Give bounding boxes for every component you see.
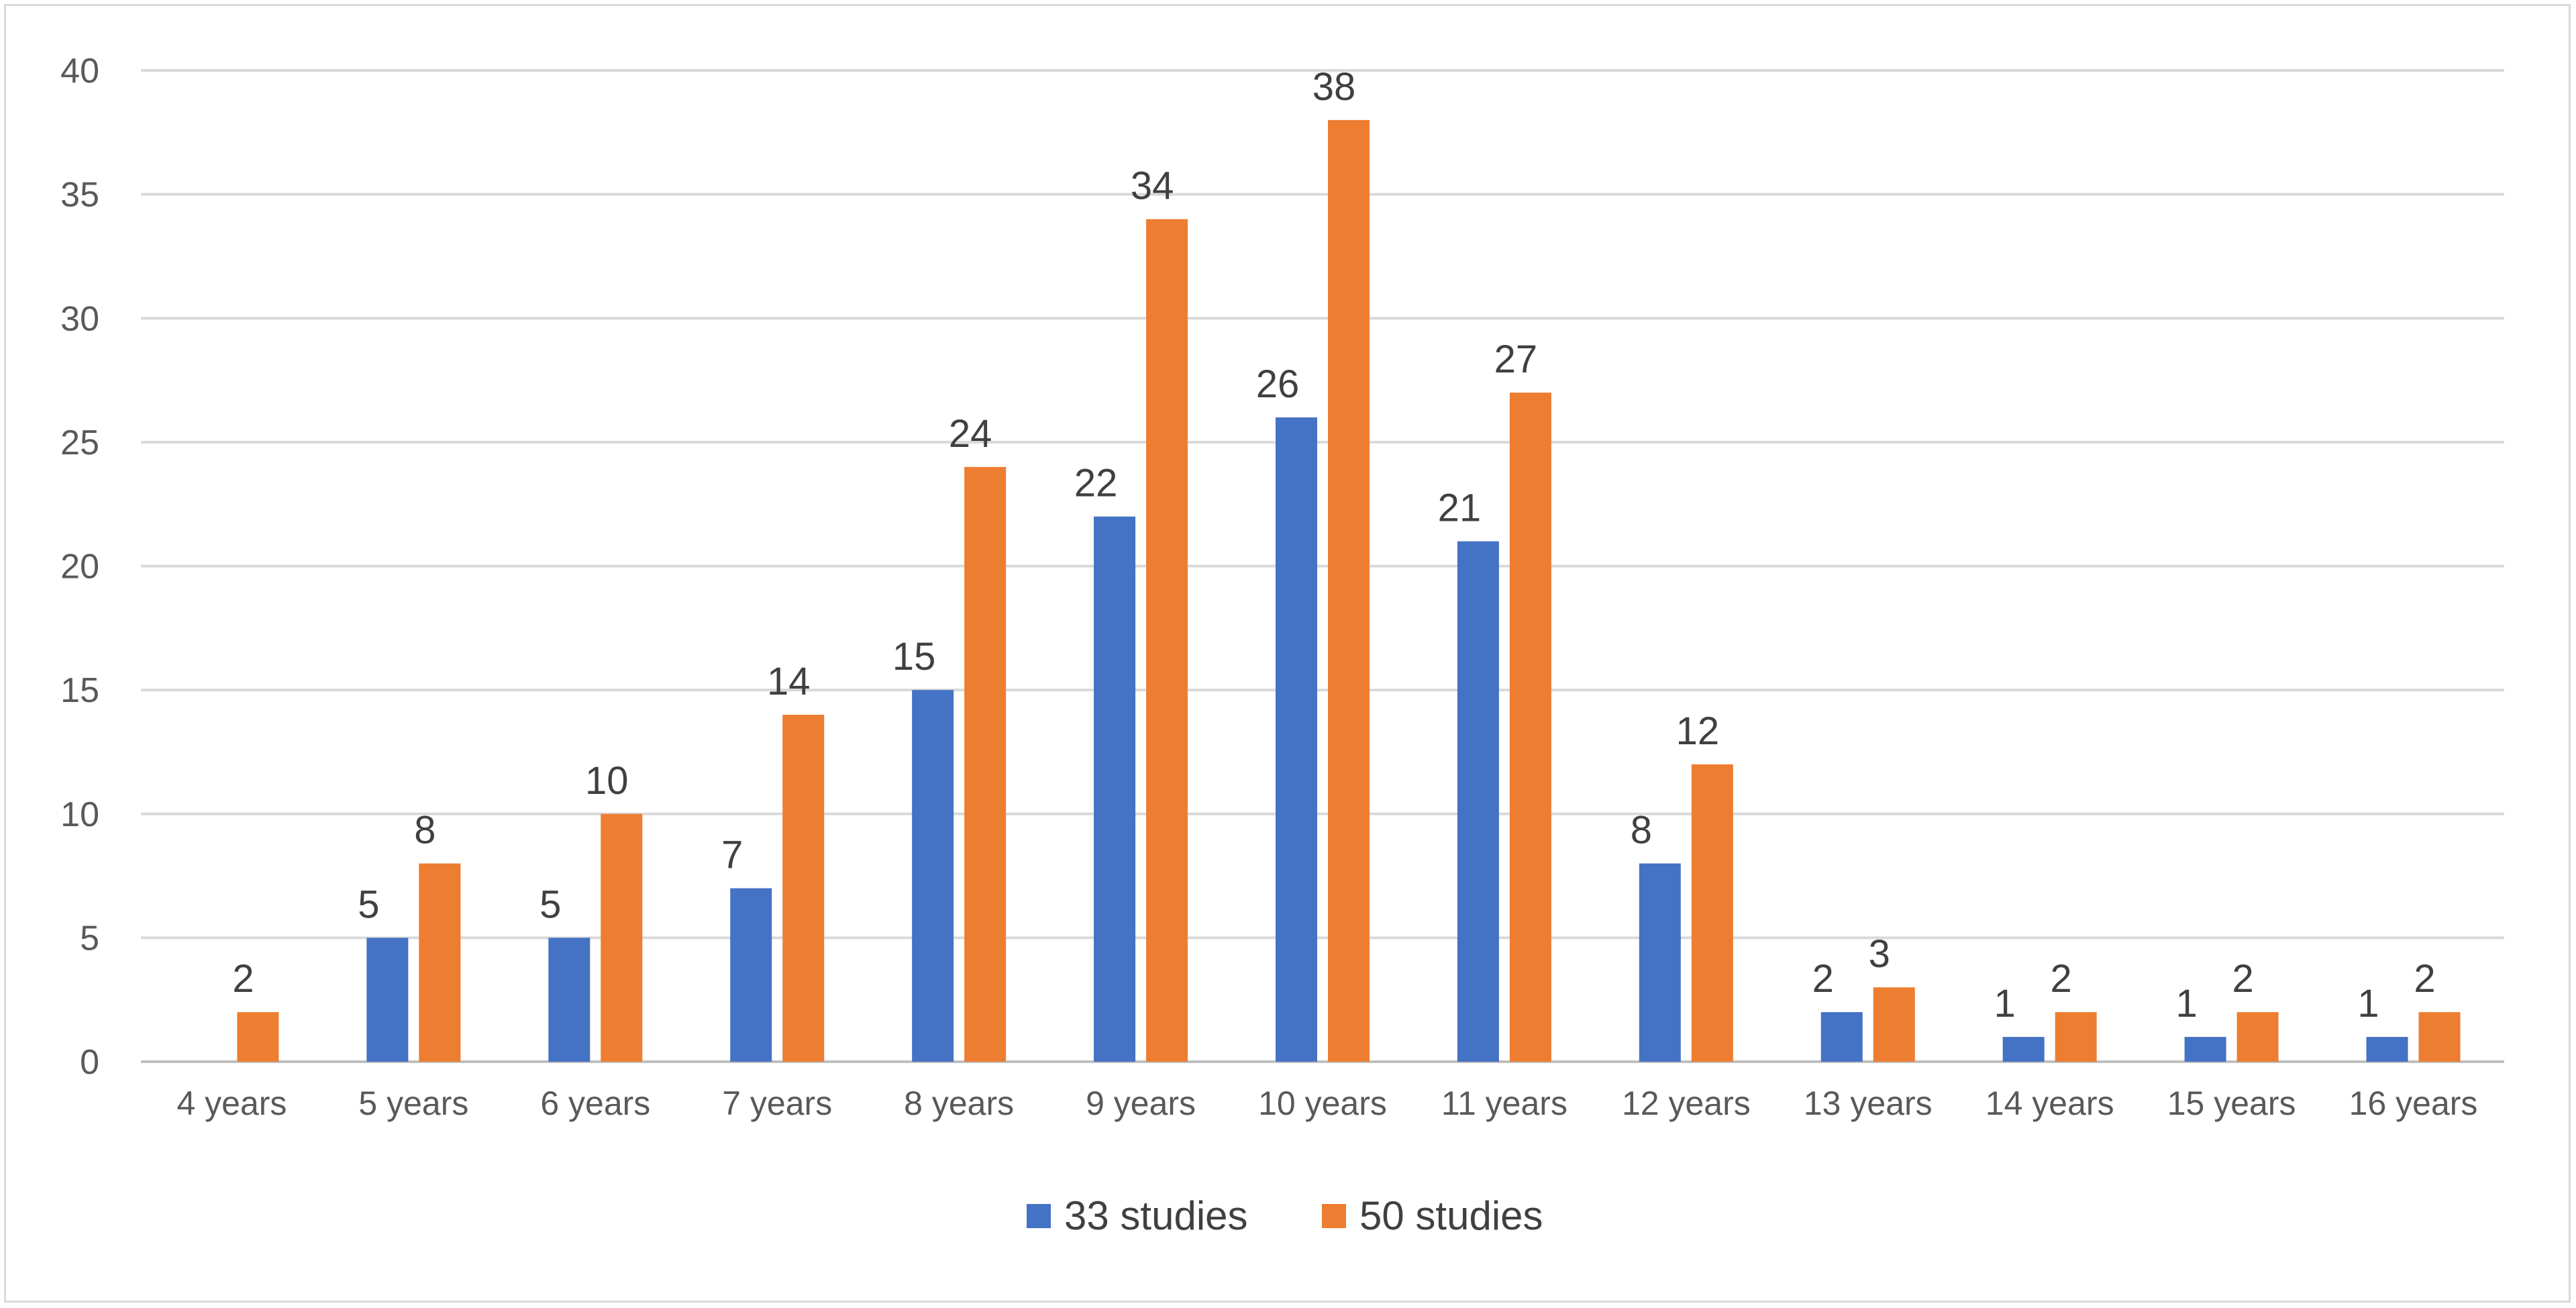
- bar-series-2: [419, 863, 461, 1062]
- bar-series-1: [548, 938, 590, 1062]
- y-tick-label: 35: [60, 176, 99, 215]
- data-label: 1: [2175, 982, 2197, 1025]
- data-label: 38: [1312, 65, 1356, 109]
- data-label: 34: [1131, 164, 1174, 208]
- x-tick-label: 15 years: [2167, 1085, 2296, 1122]
- bar-series-2: [2055, 1012, 2097, 1062]
- bar-series-2: [1873, 987, 1915, 1062]
- gridlines: [141, 69, 2504, 1063]
- bar-series-1: [2184, 1037, 2226, 1062]
- bar-series-1: [2366, 1037, 2408, 1062]
- x-tick-label: 12 years: [1622, 1085, 1751, 1122]
- bar-series-1: [2002, 1037, 2045, 1062]
- bar-series-1: [912, 690, 954, 1062]
- x-tick-label: 5 years: [358, 1085, 468, 1122]
- data-label: 7: [721, 834, 743, 877]
- x-tick-label: 4 years: [176, 1085, 287, 1122]
- bar-series-1: [1639, 863, 1681, 1062]
- y-tick-label: 30: [60, 299, 99, 338]
- data-label: 24: [949, 412, 992, 456]
- bar-series-1: [1276, 417, 1317, 1062]
- data-label: 14: [767, 660, 811, 703]
- data-label: 2: [1812, 957, 1834, 1001]
- x-tick-label: 16 years: [2349, 1085, 2478, 1122]
- y-tick-label: 0: [80, 1043, 99, 1082]
- data-label: 2: [2051, 957, 2072, 1001]
- x-tick-label: 9 years: [1086, 1085, 1196, 1122]
- data-label: 21: [1438, 487, 1482, 530]
- x-tick-label: 8 years: [904, 1085, 1014, 1122]
- bar-series-2: [782, 715, 825, 1062]
- data-label: 2: [232, 957, 254, 1001]
- data-label: 27: [1494, 338, 1538, 381]
- data-label: 15: [892, 635, 936, 678]
- data-label: 8: [414, 809, 435, 852]
- bar-series-2: [2236, 1012, 2279, 1062]
- y-tick-label: 5: [80, 919, 99, 958]
- data-label: 10: [585, 759, 629, 803]
- bar-series-2: [601, 813, 643, 1062]
- data-label: 1: [2357, 982, 2379, 1025]
- bar-series-2: [1509, 393, 1551, 1062]
- x-tick-label: 7 years: [722, 1085, 832, 1122]
- data-label: 1: [1994, 982, 2016, 1025]
- data-label: 22: [1074, 462, 1118, 505]
- bar-series-2: [1146, 219, 1188, 1062]
- data-label: 3: [1869, 932, 1890, 976]
- x-tick-label: 13 years: [1804, 1085, 1933, 1122]
- chart-frame: [4, 4, 2571, 1303]
- data-label: 12: [1676, 709, 1720, 753]
- bar-series-1: [730, 888, 772, 1062]
- legend-swatch: [1027, 1204, 1051, 1228]
- legend-label: 33 studies: [1064, 1193, 1248, 1238]
- legend-label: 50 studies: [1359, 1193, 1543, 1238]
- x-tick-label: 11 years: [1441, 1085, 1567, 1122]
- bar-series-1: [1820, 1012, 1863, 1062]
- x-tick-label: 10 years: [1258, 1085, 1387, 1122]
- legend: 33 studies 50 studies: [1027, 1193, 1543, 1238]
- y-tick-label: 25: [60, 423, 99, 462]
- y-axis-ticks: 0 5 10 15 20 25 30 35 40: [60, 52, 99, 1082]
- legend-swatch: [1322, 1204, 1346, 1228]
- bar-series-2: [2418, 1012, 2461, 1062]
- bar-series-2: [237, 1012, 279, 1062]
- bar-series-2: [1691, 764, 1733, 1062]
- y-tick-label: 10: [60, 795, 99, 834]
- bar-series-2: [964, 466, 1007, 1062]
- bar-series-2: [1328, 119, 1370, 1062]
- data-label: 5: [358, 883, 379, 926]
- data-label: 2: [2414, 957, 2435, 1001]
- x-tick-label: 6 years: [540, 1085, 650, 1122]
- y-tick-label: 20: [60, 548, 99, 587]
- bar-series-1: [1457, 541, 1499, 1062]
- bars: [237, 119, 2461, 1062]
- data-label: 8: [1631, 809, 1652, 852]
- y-tick-label: 15: [60, 671, 99, 710]
- x-axis-ticks: 4 years 5 years 6 years 7 years 8 years 9 yea…: [176, 1085, 2477, 1122]
- bar-series-1: [1094, 516, 1136, 1062]
- bar-series-1: [366, 938, 409, 1062]
- x-tick-label: 14 years: [1986, 1085, 2114, 1122]
- data-label: 26: [1256, 362, 1300, 406]
- y-tick-label: 40: [60, 52, 99, 91]
- data-label: 5: [539, 883, 561, 926]
- data-label: 2: [2232, 957, 2253, 1001]
